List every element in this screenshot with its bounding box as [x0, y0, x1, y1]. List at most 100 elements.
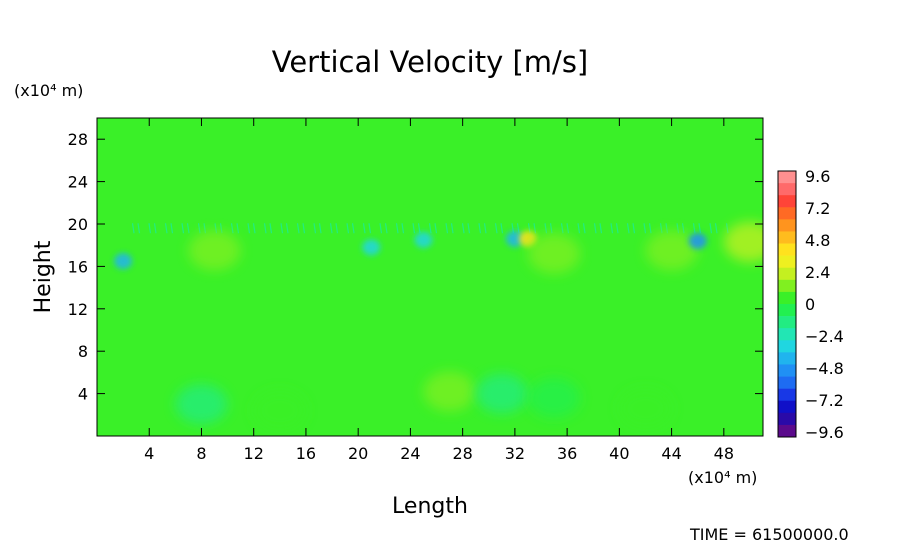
noise-stroke [571, 223, 575, 234]
y-tick-label: 12 [68, 300, 88, 319]
noise-stroke [395, 223, 399, 234]
noise-stroke [406, 223, 410, 234]
noise-stroke [175, 223, 179, 234]
colorbar-tick-label: 9.6 [805, 167, 830, 186]
noise-stroke [417, 223, 421, 234]
noise-stroke [560, 223, 564, 234]
noise-stroke [610, 223, 614, 234]
time-label: TIME = 61500000.0 [689, 525, 849, 544]
noise-stroke [362, 223, 366, 234]
colorbar-segment [778, 364, 796, 377]
noise-stroke [720, 223, 724, 234]
noise-stroke [197, 223, 201, 234]
colorbar-tick-label: −9.6 [805, 423, 844, 442]
noise-stroke [329, 223, 333, 234]
x-tick-label: 4 [144, 444, 154, 463]
noise-stroke [648, 223, 652, 234]
colorbar-segment [778, 219, 796, 232]
y-axis-ticks: 4 8 12 16 20 24 28 [68, 130, 763, 404]
colorbar-segment [778, 243, 796, 256]
noise-stroke [131, 223, 135, 234]
noise-stroke [291, 223, 295, 234]
noise-stroke [280, 223, 284, 234]
noise-stroke [549, 223, 553, 234]
y-tick-label: 24 [68, 173, 88, 192]
noise-stroke [335, 223, 339, 234]
noise-stroke [186, 223, 190, 234]
noise-stroke [643, 223, 647, 234]
noise-stroke [703, 223, 707, 234]
x-axis-label: Length [392, 494, 468, 519]
noise-stroke [500, 223, 504, 234]
noise-stroke [439, 223, 443, 234]
heatmap-feature [362, 239, 381, 256]
noise-stroke [269, 223, 273, 234]
colorbar-segment [778, 328, 796, 341]
plot-frame [96, 117, 764, 437]
colorbar [777, 170, 797, 438]
colorbar-tick-label: −7.2 [805, 391, 844, 410]
noise-stroke [533, 223, 537, 234]
colorbar-segment [778, 424, 796, 438]
noise-stroke [456, 223, 460, 234]
colorbar-segment [778, 231, 796, 244]
noise-stroke [632, 223, 636, 234]
noise-stroke [126, 223, 130, 234]
noise-stroke [159, 223, 163, 234]
noise-stroke [577, 223, 581, 234]
noise-stroke [164, 223, 168, 234]
noise-stroke [307, 223, 311, 234]
noise-stroke [346, 223, 350, 234]
noise-stroke [489, 223, 493, 234]
noise-stroke [709, 223, 713, 234]
noise-stroke [538, 223, 542, 234]
noise-stroke [225, 223, 229, 234]
colorbar-tick-label: 2.4 [805, 263, 830, 282]
colorbar-segment [778, 207, 796, 220]
noise-band [126, 223, 729, 234]
noise-stroke [258, 223, 262, 234]
heatmap-feature [114, 253, 133, 270]
heatmap-feature [723, 222, 763, 263]
colorbar-segment [778, 376, 796, 389]
noise-stroke [544, 223, 548, 234]
noise-stroke [615, 223, 619, 234]
noise-stroke [626, 223, 630, 234]
y-axis-label: Height [31, 240, 56, 313]
heatmap-feature [188, 230, 241, 271]
x-unit-label: (x10⁴ m) [688, 468, 757, 487]
x-tick-label: 16 [296, 444, 316, 463]
noise-stroke [593, 223, 597, 234]
colorbar-segment [778, 388, 796, 402]
colorbar-tick-label: −4.8 [805, 359, 844, 378]
noise-stroke [588, 223, 592, 234]
noise-stroke [302, 223, 306, 234]
noise-stroke [505, 223, 509, 234]
noise-stroke [516, 223, 520, 234]
colorbar-segment [778, 304, 796, 317]
noise-stroke [725, 223, 729, 234]
x-tick-label: 12 [244, 444, 264, 463]
x-tick-label: 48 [714, 444, 734, 463]
noise-stroke [357, 223, 361, 234]
heatmap-area [97, 118, 763, 436]
noise-stroke [555, 223, 559, 234]
noise-stroke [313, 223, 317, 234]
colorbar-segment [778, 412, 796, 426]
colorbar-segment [778, 183, 796, 196]
noise-stroke [368, 223, 372, 234]
y-tick-label: 8 [78, 342, 88, 361]
colorbar-tick-label: 4.8 [805, 231, 830, 250]
colorbar-segment [778, 195, 796, 208]
colorbar-tick-label: 0 [805, 295, 815, 314]
x-tick-label: 36 [557, 444, 577, 463]
noise-stroke [412, 223, 416, 234]
colorbar-tick-label: −2.4 [805, 327, 844, 346]
noise-stroke [203, 223, 207, 234]
noise-stroke [461, 223, 465, 234]
noise-stroke [494, 223, 498, 234]
noise-stroke [692, 223, 696, 234]
noise-stroke [654, 223, 658, 234]
noise-stroke [445, 223, 449, 234]
noise-stroke [324, 223, 328, 234]
